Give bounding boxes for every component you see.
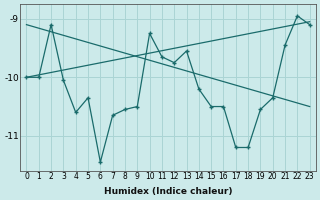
X-axis label: Humidex (Indice chaleur): Humidex (Indice chaleur) xyxy=(104,187,232,196)
